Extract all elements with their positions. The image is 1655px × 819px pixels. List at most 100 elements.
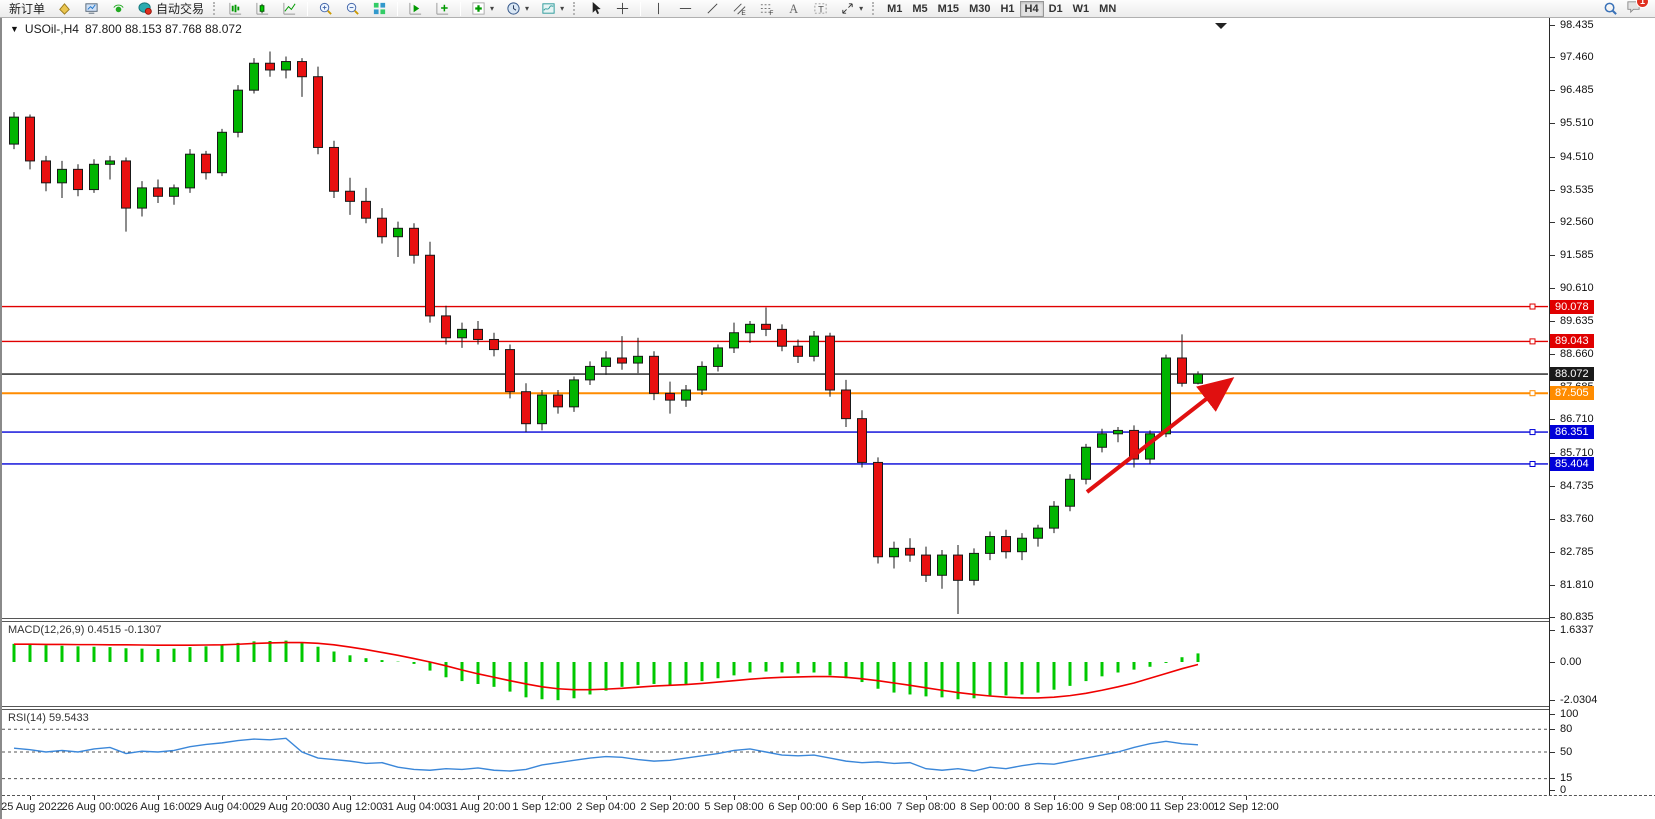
- timeframe-h1-button[interactable]: H1: [1000, 2, 1015, 15]
- time-tick: [30, 796, 31, 800]
- trendline-tool-icon[interactable]: [705, 1, 720, 16]
- time-label: 31 Aug 04:00: [381, 801, 447, 813]
- chart-title-caret-icon[interactable]: ▼: [10, 24, 19, 34]
- candle: [1097, 433, 1107, 448]
- price-pane[interactable]: [2, 18, 1548, 618]
- channel-tool-icon[interactable]: E: [732, 1, 747, 16]
- horizontal-line-tool-icon[interactable]: [678, 1, 693, 16]
- time-tick: [286, 796, 287, 800]
- timeframe-h4-button[interactable]: H4: [1019, 0, 1044, 17]
- candle: [585, 365, 595, 381]
- price-tick-83.760: 83.760: [1550, 513, 1655, 526]
- notification-badge: 1: [1636, 0, 1649, 8]
- cursor-icon[interactable]: [588, 1, 603, 16]
- candle: [489, 338, 499, 351]
- time-tick: [542, 796, 543, 800]
- time-tick: [606, 796, 607, 800]
- chat-button[interactable]: 1: [1626, 0, 1649, 19]
- candlestick-chart-icon[interactable]: [255, 1, 270, 16]
- autotrade-button[interactable]: 自动交易: [133, 0, 209, 17]
- svg-text:E: E: [741, 10, 746, 16]
- time-label: 30 Aug 12:00: [317, 801, 383, 813]
- chart-shift-icon[interactable]: [435, 1, 450, 16]
- time-tick: [734, 796, 735, 800]
- timeframe-mn-button[interactable]: MN: [1099, 2, 1117, 15]
- tile-windows-icon[interactable]: [372, 1, 387, 16]
- hline-handle[interactable]: [1529, 338, 1536, 345]
- time-label: 29 Aug 04:00: [189, 801, 255, 813]
- macd-pane: [2, 622, 1548, 706]
- candle: [329, 146, 339, 192]
- time-tick: [798, 796, 799, 800]
- chart-autoscroll-icon[interactable]: [408, 1, 423, 16]
- candle: [953, 554, 963, 581]
- periods-button[interactable]: ▾: [501, 0, 534, 17]
- price-tick-80.835: 80.835: [1550, 611, 1655, 624]
- chart-shift-marker-icon[interactable]: [1215, 23, 1227, 29]
- hline-handle[interactable]: [1529, 460, 1536, 467]
- timeframe-m5-button[interactable]: M5: [912, 2, 928, 15]
- label-tool-icon[interactable]: T: [813, 1, 828, 16]
- candle: [809, 335, 819, 357]
- arrows-tool-icon: [840, 1, 855, 16]
- candle: [937, 554, 947, 576]
- candle: [553, 394, 563, 408]
- timeframe-d1-button[interactable]: D1: [1048, 2, 1063, 15]
- pane-splitter[interactable]: [2, 618, 1655, 622]
- hline-handle[interactable]: [1529, 303, 1536, 310]
- candle: [873, 461, 883, 558]
- candle: [1049, 505, 1059, 529]
- candle: [969, 552, 979, 581]
- zoom-in-icon[interactable]: [318, 1, 333, 16]
- symbol-period-label: USOil-,H4: [24, 22, 79, 36]
- hline-handle[interactable]: [1529, 429, 1536, 436]
- time-tick: [350, 796, 351, 800]
- signals-icon[interactable]: [111, 1, 126, 16]
- price-tag-88.072: 88.072: [1550, 367, 1594, 382]
- timeframe-m30-button[interactable]: M30: [969, 2, 991, 15]
- time-label: 12 Sep 12:00: [1213, 801, 1279, 813]
- rsi-pane: [2, 710, 1548, 795]
- pane-splitter[interactable]: [2, 706, 1655, 710]
- time-axis[interactable]: 25 Aug 2022 26 Aug 00:00 26 Aug 16:00 29 Au…: [1, 795, 1655, 819]
- timeframe-m1-button[interactable]: M1: [887, 2, 903, 15]
- crosshair-icon[interactable]: [615, 1, 630, 16]
- price-alert-icon[interactable]: [57, 1, 72, 16]
- candle: [1161, 357, 1171, 435]
- svg-text:T: T: [818, 4, 824, 14]
- zoom-out-icon[interactable]: [345, 1, 360, 16]
- new-order-button[interactable]: 新订单: [9, 2, 46, 16]
- candle: [521, 391, 531, 425]
- toolbar-grip[interactable]: [213, 2, 219, 15]
- timeframe-m15-button[interactable]: M15: [937, 2, 960, 15]
- price-tick-92.560: 92.560: [1550, 216, 1655, 229]
- time-label: 6 Sep 16:00: [832, 801, 892, 813]
- price-tick-93.535: 93.535: [1550, 184, 1655, 197]
- line-chart-icon[interactable]: [282, 1, 297, 16]
- fibonacci-tool-icon[interactable]: F: [759, 1, 774, 16]
- trend-arrow[interactable]: [1085, 377, 1235, 494]
- vertical-line-tool-icon[interactable]: [651, 1, 666, 16]
- bar-chart-icon[interactable]: [228, 1, 243, 16]
- time-label: 2 Sep 20:00: [640, 801, 700, 813]
- time-label: 29 Aug 20:00: [253, 801, 319, 813]
- arrows-tool-button[interactable]: ▾: [835, 0, 868, 17]
- indicators-button[interactable]: ▾: [466, 0, 499, 17]
- toolbar-grip[interactable]: [573, 2, 579, 15]
- time-label: 11 Sep 23:00: [1149, 801, 1215, 813]
- candle: [777, 328, 787, 347]
- timeframe-w1-button[interactable]: W1: [1072, 2, 1090, 15]
- ohlc-values: 87.800 88.153 87.768 88.072: [84, 22, 242, 36]
- hline-handle[interactable]: [1529, 390, 1536, 397]
- time-label: 6 Sep 00:00: [768, 801, 828, 813]
- text-tool-icon[interactable]: A: [786, 1, 801, 16]
- toolbar-grip[interactable]: [872, 2, 878, 15]
- price-axis[interactable]: 98.435 97.460 96.485 95.510 94.510 93.535 92.5…: [1549, 18, 1655, 797]
- search-icon[interactable]: [1603, 1, 1618, 16]
- candle: [1177, 357, 1187, 384]
- templates-button[interactable]: ▾: [536, 0, 569, 17]
- market-watch-icon[interactable]: [84, 1, 99, 16]
- price-tick-96.485: 96.485: [1550, 84, 1655, 97]
- time-tick: [1246, 796, 1247, 800]
- candle: [265, 62, 275, 71]
